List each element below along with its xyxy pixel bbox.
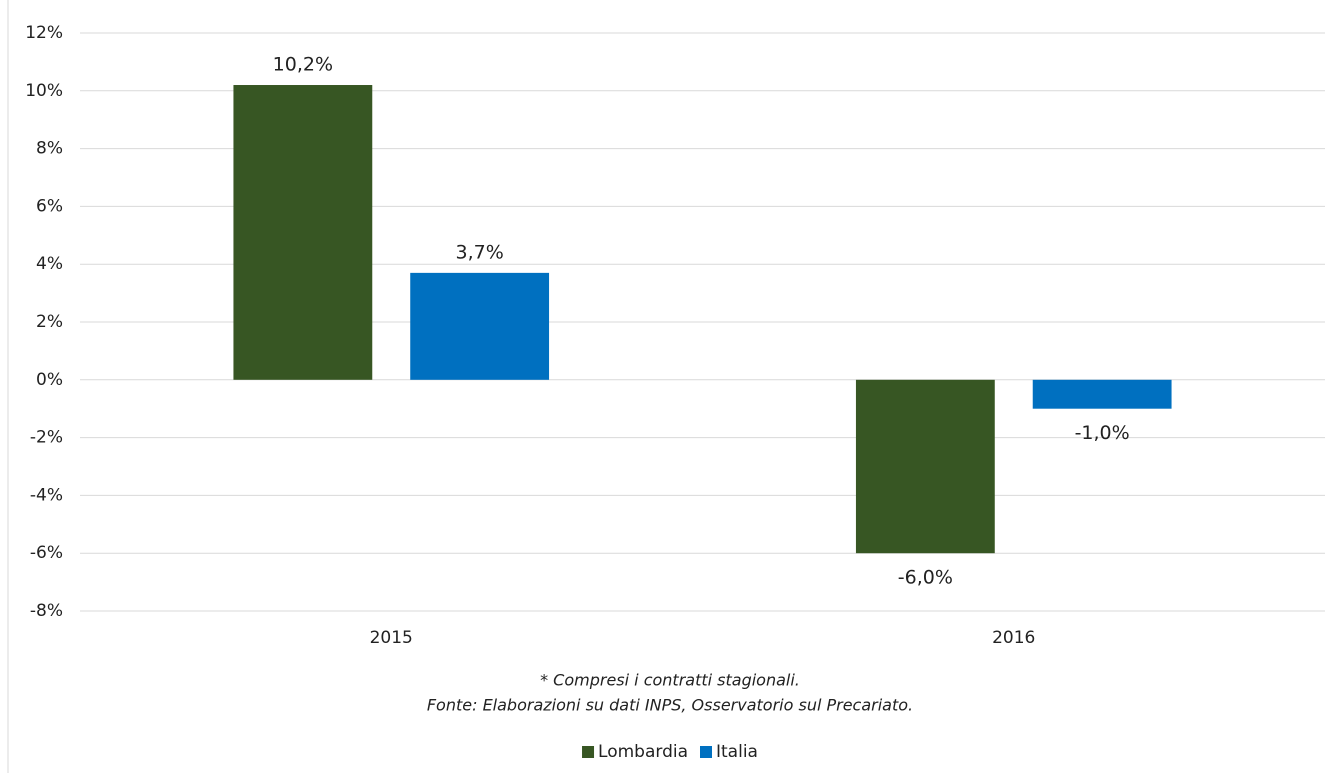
legend-swatch: [700, 746, 712, 758]
bar: [410, 272, 550, 380]
legend-label: Italia: [716, 742, 758, 762]
bar: [855, 379, 995, 554]
y-tick-label: 0%: [36, 370, 63, 390]
y-tick-label: 4%: [36, 254, 63, 274]
x-tick-label: 2016: [992, 628, 1035, 648]
value-label: 3,7%: [456, 241, 504, 263]
annotation: * Compresi i contratti stagionali.: [540, 671, 800, 690]
bar: [1032, 379, 1172, 409]
legend-label: Lombardia: [598, 742, 688, 762]
y-tick-label: -2%: [30, 428, 63, 448]
annotation: Fonte: Elaborazioni su dati INPS, Osserv…: [427, 696, 913, 715]
y-tick-label: 6%: [36, 196, 63, 216]
value-label: -6,0%: [898, 567, 953, 589]
y-tick-label: 8%: [36, 139, 63, 159]
y-tick-label: 10%: [25, 81, 63, 101]
y-tick-label: -8%: [30, 601, 63, 621]
x-tick-label: 2015: [370, 628, 413, 648]
value-label: 10,2%: [273, 54, 333, 76]
legend-swatch: [582, 746, 595, 758]
value-label: -1,0%: [1075, 422, 1130, 444]
y-tick-label: -4%: [30, 485, 63, 505]
y-tick-label: -6%: [30, 543, 63, 563]
y-tick-label: 12%: [25, 23, 63, 43]
y-tick-label: 2%: [36, 312, 63, 332]
bar: [233, 85, 373, 380]
